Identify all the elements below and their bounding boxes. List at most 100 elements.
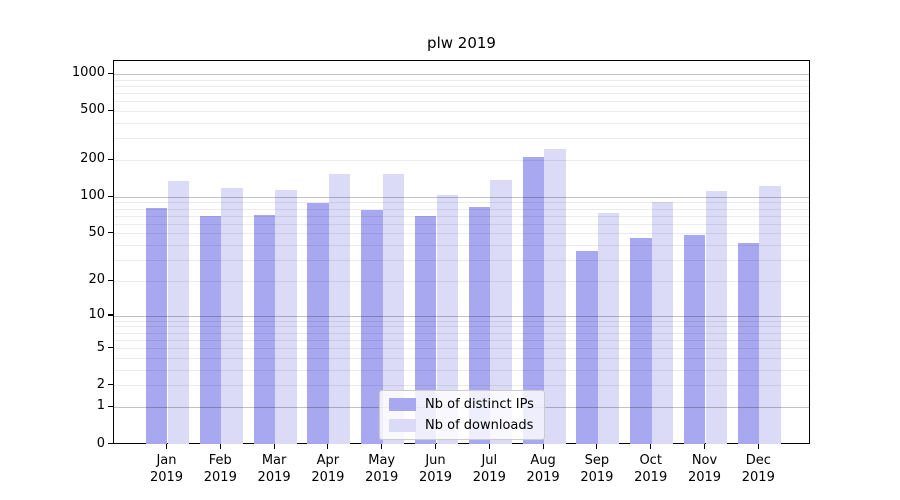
x-tick-mark <box>542 443 544 449</box>
x-tick-year: 2019 <box>418 470 453 485</box>
y-tick-label: 500 <box>80 102 105 118</box>
bar-downloads <box>544 148 566 445</box>
x-tick-mark <box>488 443 490 449</box>
chart-title: plw 2019 <box>427 34 496 52</box>
x-tick-mark <box>434 443 437 449</box>
x-tick-month: Dec <box>745 452 771 468</box>
bar-distinct-ips <box>683 234 706 445</box>
bar-distinct-ips <box>199 216 222 445</box>
x-tick-label: Nov 2019 <box>669 452 741 487</box>
x-tick-month: May <box>368 452 396 468</box>
x-tick-year: 2019 <box>741 470 775 485</box>
bar-downloads <box>275 190 297 445</box>
x-tick-month: Jan <box>156 452 177 468</box>
minor-gridline <box>114 159 809 161</box>
minor-gridline <box>114 260 809 262</box>
bar-distinct-ips <box>145 208 168 445</box>
x-tick-year: 2019 <box>203 470 237 485</box>
minor-gridline <box>114 101 809 103</box>
minor-gridline <box>114 79 809 81</box>
bar-distinct-ips <box>414 216 437 445</box>
bar-distinct-ips <box>307 203 329 445</box>
bar-distinct-ips <box>737 243 760 445</box>
bar-downloads <box>759 186 781 445</box>
minor-gridline <box>114 332 809 334</box>
x-tick-label: Jun 2019 <box>400 452 472 487</box>
y-tick-mark <box>108 314 113 316</box>
minor-gridline <box>114 339 809 341</box>
minor-gridline <box>114 385 809 387</box>
x-tick-label: Feb 2019 <box>184 452 256 487</box>
x-tick-label: Sep 2019 <box>561 452 633 487</box>
bar-downloads <box>436 194 459 445</box>
x-tick-label: Mar 2019 <box>238 452 310 487</box>
y-tick-mark <box>108 384 113 386</box>
bar-downloads <box>382 173 405 445</box>
bar-downloads <box>328 173 351 445</box>
x-tick-year: 2019 <box>311 470 345 485</box>
x-tick-month: Jul <box>481 452 498 468</box>
bar-downloads <box>167 181 190 445</box>
x-tick-month: Sep <box>584 452 610 468</box>
bar-distinct-ips <box>468 206 491 445</box>
x-tick-year: 2019 <box>365 470 399 485</box>
y-tick-mark <box>108 279 113 281</box>
x-tick-label: Aug 2019 <box>507 452 579 487</box>
legend-label-distinct-ips: Nb of distinct IPs <box>425 397 534 412</box>
x-tick-mark <box>757 443 759 449</box>
x-tick-mark <box>219 443 221 449</box>
bar-distinct-ips <box>630 238 652 445</box>
minor-gridline <box>114 138 809 140</box>
x-tick-month: Apr <box>316 452 340 468</box>
minor-gridline <box>114 85 809 87</box>
x-tick-year: 2019 <box>472 470 506 485</box>
bar-distinct-ips <box>253 214 276 445</box>
minor-gridline <box>114 245 809 247</box>
y-tick-label: 5 <box>96 339 105 355</box>
minor-gridline <box>114 357 809 359</box>
x-tick-year: 2019 <box>687 470 722 485</box>
bar-downloads <box>221 187 243 445</box>
x-tick-mark <box>650 443 652 449</box>
x-tick-mark <box>381 443 383 449</box>
x-tick-mark <box>165 443 168 449</box>
x-tick-label: May 2019 <box>346 452 418 487</box>
x-tick-month: Nov <box>691 452 718 468</box>
x-tick-month: Feb <box>208 452 232 468</box>
minor-gridline <box>114 348 809 350</box>
y-tick-label: 1 <box>96 398 105 414</box>
x-tick-mark <box>596 443 598 449</box>
x-tick-year: 2019 <box>257 470 291 485</box>
y-tick-label: 100 <box>80 188 105 204</box>
x-tick-month: Aug <box>530 452 556 468</box>
y-tick-label: 50 <box>88 224 105 240</box>
bar-distinct-ips <box>576 251 598 445</box>
x-tick-year: 2019 <box>634 470 668 485</box>
minor-gridline <box>114 208 809 210</box>
y-tick-label: 20 <box>88 272 105 288</box>
grid-layer <box>114 61 809 443</box>
x-tick-year: 2019 <box>526 470 560 485</box>
minor-gridline <box>114 93 809 94</box>
minor-gridline <box>114 202 809 204</box>
x-tick-year: 2019 <box>149 470 184 485</box>
y-tick-mark <box>108 405 113 407</box>
legend-item-distinct-ips: Nb of distinct IPs <box>389 396 535 413</box>
legend-item-downloads: Nb of downloads <box>389 417 535 434</box>
minor-gridline <box>114 233 809 235</box>
x-tick-label: Apr 2019 <box>292 452 364 487</box>
legend: Nb of distinct IPs Nb of downloads <box>379 390 545 440</box>
x-tick-month: Mar <box>261 452 287 468</box>
x-tick-label: Jan 2019 <box>131 452 203 487</box>
y-tick-label: 1000 <box>71 65 105 81</box>
y-tick-mark <box>108 195 113 197</box>
y-tick-label: 2 <box>96 376 105 392</box>
bar-downloads <box>651 201 674 445</box>
minor-gridline <box>114 280 809 282</box>
minor-gridline <box>114 122 809 124</box>
x-tick-month: Oct <box>639 452 662 468</box>
minor-gridline <box>114 369 809 371</box>
x-tick-mark <box>327 443 329 449</box>
y-tick-mark <box>108 72 113 74</box>
major-gridline <box>114 73 809 75</box>
